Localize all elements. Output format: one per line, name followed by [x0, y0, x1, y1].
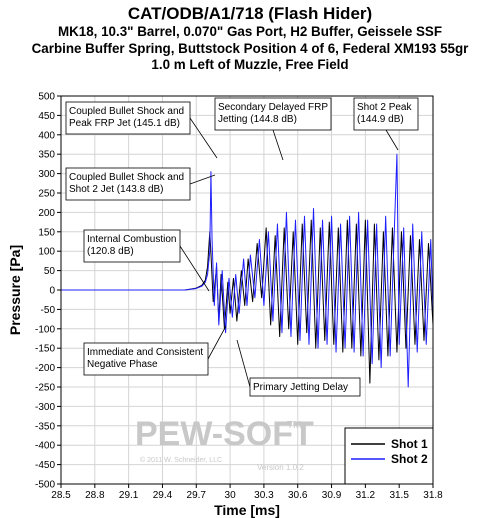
chart-subtitle-line-3: 1.0 m Left of Muzzle, Free Field — [151, 57, 349, 72]
y-tick-label: -250 — [35, 383, 55, 394]
x-tick-label: 29.7 — [187, 490, 207, 501]
x-tick-label: 30.9 — [322, 490, 342, 501]
y-tick-label: -350 — [35, 421, 55, 432]
y-tick-label: 350 — [38, 150, 55, 161]
watermark: PEW-SOFT TM © 2011 W. Schneider, LLC Ver… — [135, 415, 314, 472]
x-tick-label: 28.8 — [85, 490, 105, 501]
annotation-leader — [189, 174, 216, 185]
legend-label-1: Shot 1 — [391, 437, 428, 451]
annotation-box — [65, 167, 191, 201]
annotation-leader — [272, 129, 284, 161]
y-tick-label: 400 — [38, 130, 55, 141]
annotation-text: Coupled Bullet Shock and — [69, 106, 184, 117]
annotation-box — [353, 97, 419, 131]
annotation-text: Jetting (144.8 dB) — [218, 114, 297, 125]
annotation-box — [249, 377, 361, 397]
annotation-text: Coupled Bullet Shock and — [69, 172, 184, 183]
y-tick-label: -400 — [35, 441, 55, 452]
annotation-3: Internal Combustion(120.8 dB) — [83, 229, 210, 292]
series-line-2 — [61, 153, 434, 388]
annotation-leader — [385, 129, 399, 151]
annotation-text: Negative Phase — [87, 359, 158, 370]
x-axis-label: Time [ms] — [214, 502, 280, 518]
x-tick-label: 29.4 — [153, 490, 173, 501]
legend-label-2: Shot 2 — [391, 452, 428, 466]
plot-border — [60, 95, 434, 485]
annotation-box — [83, 342, 209, 376]
watermark-version: Version 1.0.2 — [257, 463, 304, 472]
annotation-text: Secondary Delayed FRP — [218, 102, 328, 113]
x-tick-label: 29.1 — [119, 490, 139, 501]
y-tick-label: 150 — [38, 227, 55, 238]
chart-subtitle-line-2: Carbine Buffer Spring, Buttstock Positio… — [31, 40, 469, 56]
x-tick-label: 30.3 — [254, 490, 274, 501]
annotation-box — [83, 229, 181, 263]
watermark-brand: PEW-SOFT — [135, 415, 314, 453]
x-tick-label: 30 — [225, 490, 237, 501]
annotation-leader — [207, 325, 227, 360]
y-tick-label: -50 — [41, 305, 56, 316]
annotation-leader — [236, 339, 251, 388]
y-tick-label: -300 — [35, 402, 55, 413]
annotation-text: (120.8 dB) — [87, 246, 134, 257]
annotation-text: Internal Combustion — [87, 234, 177, 245]
annotation-box — [214, 97, 332, 131]
annotation-5: Primary Jetting Delay — [236, 339, 361, 397]
x-tick-label: 31.5 — [389, 490, 409, 501]
annotation-text: Shot 2 Jet (143.8 dB) — [69, 184, 164, 195]
y-tick-label: 200 — [38, 208, 55, 219]
y-tick-label: 250 — [38, 189, 55, 200]
annotation-text: Shot 2 Peak — [357, 102, 412, 113]
annotation-leader — [179, 245, 210, 292]
y-tick-label: -150 — [35, 344, 55, 355]
y-tick-label: 100 — [38, 247, 55, 258]
y-tick-label: 300 — [38, 169, 55, 180]
watermark-copyright: © 2011 W. Schneider, LLC — [140, 456, 222, 464]
annotation-text: Immediate and Consistent — [87, 347, 203, 358]
annotation-text: Primary Jetting Delay — [253, 382, 348, 393]
y-tick-label: 0 — [49, 286, 55, 297]
y-tick-label: -500 — [35, 480, 55, 491]
y-tick-label: -200 — [35, 363, 55, 374]
y-tick-label: 50 — [44, 266, 56, 277]
chart-subtitle-line-1: MK18, 10.3" Barrel, 0.070" Gas Port, H2 … — [57, 24, 443, 39]
annotation-box — [65, 101, 191, 135]
annotation-text: (144.9 dB) — [357, 114, 404, 125]
chart-title: CAT/ODB/A1/718 (Flash Hider) — [127, 4, 373, 23]
y-axis-label: Pressure [Pa] — [7, 245, 23, 335]
y-tick-label: -100 — [35, 324, 55, 335]
annotation-leader — [189, 117, 218, 159]
y-tick-label: -450 — [35, 460, 55, 471]
x-tick-label: 31.8 — [423, 490, 443, 501]
x-tick-label: 31.2 — [356, 490, 376, 501]
x-tick-label: 30.6 — [288, 490, 308, 501]
watermark-trademark: TM — [287, 420, 301, 431]
legend-box — [344, 427, 434, 485]
title-block: CAT/ODB/A1/718 (Flash Hider) MK18, 10.3"… — [0, 4, 500, 74]
x-tick-label: 28.5 — [51, 490, 71, 501]
annotation-7: Shot 2 Peak(144.9 dB) — [353, 97, 419, 151]
series-layer — [61, 153, 434, 388]
ticks: 28.5 28.8 29.1 29.4 29.7 30 30.3 30.6 30.9 31.2 31… — [35, 92, 443, 502]
annotation-text: Peak FRP Jet (145.1 dB) — [69, 118, 180, 129]
y-tick-label: 450 — [38, 111, 55, 122]
y-tick-label: 500 — [38, 92, 55, 103]
